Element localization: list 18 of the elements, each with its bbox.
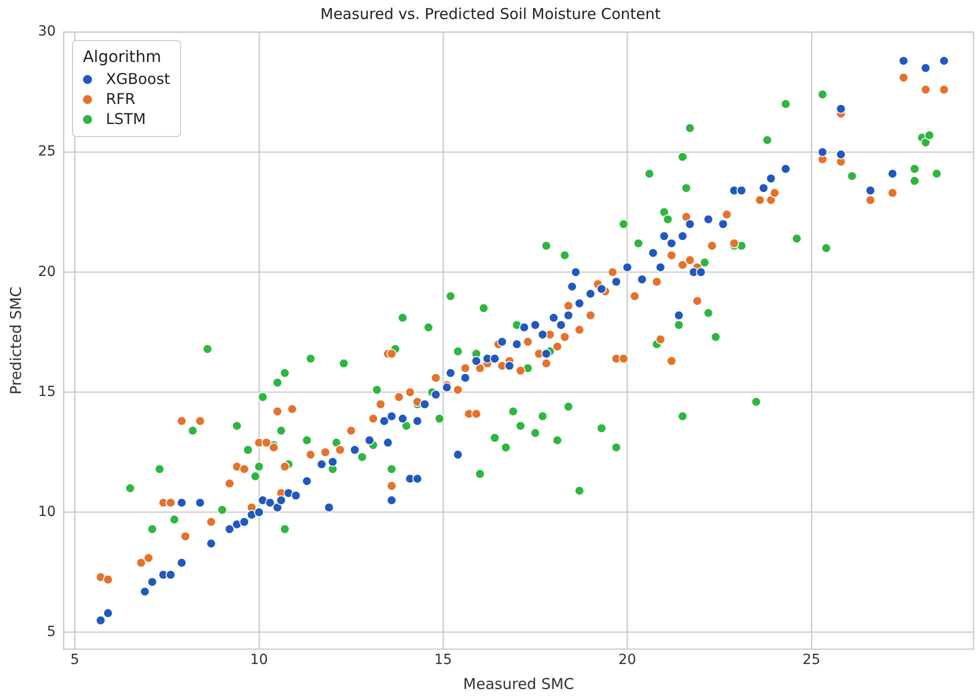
y-axis-title: Predicted SMC [6, 286, 25, 395]
y-tick-label: 5 [46, 624, 56, 640]
y-tick-label: 15 [38, 384, 56, 400]
x-tick-label: 5 [70, 652, 80, 668]
y-tick-label: 10 [38, 504, 56, 520]
legend-label: LSTM [106, 110, 146, 128]
y-tick-label: 20 [38, 264, 56, 280]
x-tick-label: 15 [434, 652, 452, 668]
legend-label: RFR [106, 90, 136, 108]
x-axis-title: Measured SMC [463, 674, 574, 693]
x-tick-label: 20 [618, 652, 636, 668]
legend-label: XGBoost [106, 70, 170, 88]
chart-title: Measured vs. Predicted Soil Moisture Content [320, 4, 661, 23]
y-tick-label: 25 [38, 144, 56, 160]
x-tick-label: 10 [250, 652, 268, 668]
legend-title: Algorithm [82, 47, 162, 66]
x-tick-label: 25 [802, 652, 820, 668]
y-tick-label: 30 [38, 24, 56, 40]
